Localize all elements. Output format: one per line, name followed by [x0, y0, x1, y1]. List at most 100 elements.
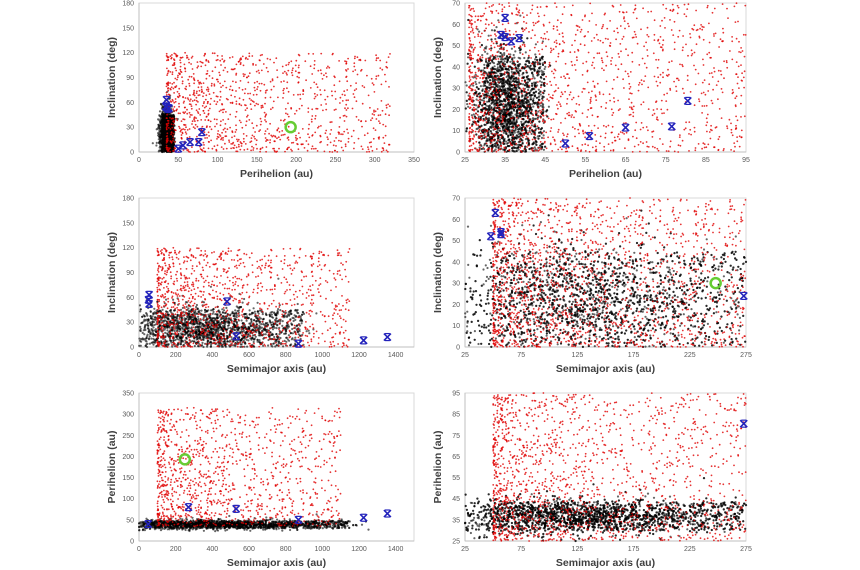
- data-point: [167, 89, 170, 92]
- data-point: [241, 55, 244, 58]
- data-point: [287, 125, 290, 128]
- data-point: [206, 70, 209, 72]
- data-point: [368, 150, 371, 153]
- data-point: [218, 71, 221, 74]
- data-point: [229, 101, 232, 104]
- data-point: [216, 118, 218, 121]
- scatter-panel-q_i_zoom: 25 35 45 55 65 75 85 95010203040506070Perihelio…: [432, 1, 750, 181]
- data-point: [375, 54, 377, 57]
- data-point: [248, 55, 251, 58]
- data-point: [338, 126, 341, 128]
- data-point: [172, 123, 175, 126]
- data-point: [235, 100, 238, 103]
- data-point: [501, 58, 504, 61]
- data-point: [330, 90, 333, 93]
- data-point: [258, 72, 261, 74]
- data-point: [205, 88, 208, 91]
- data-point: [530, 132, 533, 135]
- data-point: [274, 135, 276, 138]
- data-point: [496, 74, 499, 77]
- data-point: [378, 138, 380, 140]
- data-point: [317, 126, 319, 129]
- data-point: [282, 72, 284, 74]
- data-point: [167, 69, 170, 72]
- data-point: [341, 100, 344, 102]
- data-point: [509, 60, 512, 63]
- data-point: [515, 118, 518, 121]
- data-point: [222, 84, 224, 87]
- data-point: [204, 64, 207, 67]
- data-point: [202, 150, 204, 152]
- data-point: [334, 90, 337, 93]
- data-point: [367, 148, 370, 151]
- data-point: [244, 109, 247, 111]
- data-point: [334, 149, 336, 152]
- data-point: [511, 58, 514, 61]
- data-point: [343, 90, 346, 93]
- data-point: [222, 69, 225, 72]
- y-tick-label: 90: [126, 75, 134, 82]
- data-point: [266, 89, 268, 91]
- data-point: [481, 89, 484, 92]
- data-point: [297, 81, 300, 84]
- data-point: [192, 126, 195, 128]
- data-point: [224, 127, 226, 130]
- data-point: [173, 101, 176, 104]
- data-point: [259, 54, 262, 57]
- data-point: [186, 149, 189, 152]
- data-point: [237, 143, 240, 146]
- data-point: [525, 94, 528, 97]
- data-point: [538, 80, 542, 83]
- data-point: [249, 92, 252, 95]
- data-point: [190, 107, 193, 110]
- data-point: [201, 105, 204, 107]
- data-point: [535, 143, 538, 146]
- data-point: [158, 129, 161, 132]
- y-tick-label: 150: [122, 25, 134, 32]
- data-point: [533, 91, 536, 94]
- data-point: [534, 43, 538, 46]
- data-point: [518, 74, 521, 77]
- data-point: [493, 29, 496, 32]
- data-point: [222, 139, 224, 141]
- data-point: [216, 135, 219, 138]
- data-point: [488, 104, 491, 107]
- data-point: [165, 140, 168, 143]
- data-point: [372, 127, 375, 130]
- data-point: [231, 56, 234, 58]
- data-point: [280, 119, 282, 122]
- data-point: [316, 150, 319, 152]
- data-point: [298, 76, 300, 79]
- data-point: [155, 144, 158, 147]
- data-point: [287, 69, 290, 72]
- data-point: [185, 133, 188, 135]
- data-point: [477, 115, 480, 118]
- data-point: [200, 86, 203, 88]
- data-point: [363, 134, 366, 137]
- data-point: [228, 88, 231, 91]
- data-point: [526, 81, 529, 84]
- data-point: [240, 121, 242, 124]
- data-point: [373, 114, 376, 116]
- data-point: [193, 94, 196, 97]
- data-point: [235, 146, 238, 149]
- data-point: [249, 103, 252, 106]
- data-point: [207, 109, 210, 112]
- data-point: [341, 133, 344, 136]
- data-point: [188, 128, 191, 130]
- data-point: [530, 124, 534, 127]
- data-point: [172, 117, 175, 120]
- data-point: [201, 62, 204, 64]
- data-point: [388, 86, 390, 88]
- data-point: [232, 80, 234, 83]
- data-point: [167, 93, 170, 96]
- data-point: [213, 118, 216, 121]
- data-point: [495, 26, 498, 29]
- data-point: [220, 109, 222, 112]
- data-point: [320, 52, 323, 55]
- data-point: [175, 109, 178, 112]
- data-point: [245, 104, 247, 107]
- data-point: [299, 136, 301, 139]
- x-tick-label: 100: [212, 157, 224, 164]
- data-point: [251, 55, 254, 57]
